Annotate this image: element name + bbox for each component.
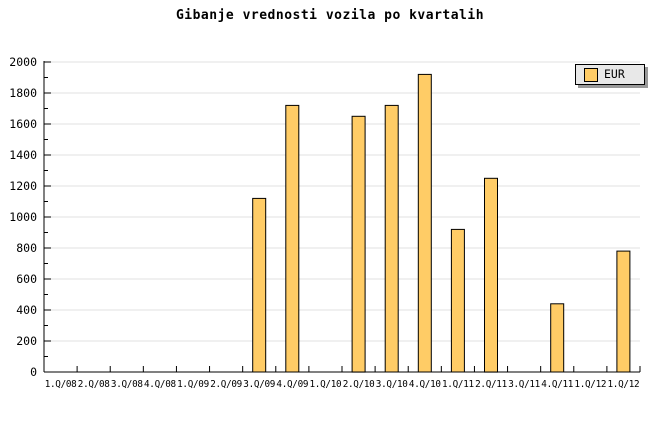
bar-2.Q/10 xyxy=(351,115,366,373)
x-tick-label: 2.Q/08 xyxy=(78,379,110,390)
legend: EUR xyxy=(575,64,645,85)
x-tick-label: 1.Q/10 xyxy=(310,379,342,390)
y-tick-label: 600 xyxy=(16,272,37,286)
y-tick-label: 1000 xyxy=(9,210,37,224)
bar-1.Q/12 xyxy=(616,250,631,373)
x-tick-label: 2.Q/10 xyxy=(343,379,375,390)
x-tick-label: 1.Q/08 xyxy=(45,379,77,390)
bar-3.Q/10 xyxy=(384,104,399,373)
x-tick-label: 1.Q/12 xyxy=(574,379,606,390)
x-tick-label: 4.Q/11 xyxy=(541,379,573,390)
y-tick-label: 1600 xyxy=(9,117,37,131)
bar-4.Q/09 xyxy=(285,104,300,373)
y-tick-label: 0 xyxy=(30,365,37,379)
bar-2.Q/11 xyxy=(484,177,498,373)
bar-3.Q/09 xyxy=(252,197,267,373)
x-tick-label: 1.Q/11 xyxy=(442,379,474,390)
bar-4.Q/10 xyxy=(417,73,432,373)
x-tick-label: 2.Q/11 xyxy=(475,379,507,390)
x-tick-label: 1.Q/09 xyxy=(177,379,209,390)
x-tick-label: 4.Q/10 xyxy=(409,379,441,390)
y-tick-label: 800 xyxy=(16,241,37,255)
y-tick-label: 400 xyxy=(16,303,37,317)
bar-4.Q/11 xyxy=(550,303,565,373)
y-tick-label: 1800 xyxy=(9,86,37,100)
eur-series-swatch-icon xyxy=(584,67,598,82)
x-tick-label: 3.Q/10 xyxy=(376,379,408,390)
legend-series-label: EUR xyxy=(604,66,625,81)
y-tick-label: 2000 xyxy=(9,55,37,69)
x-tick-label: 2.Q/09 xyxy=(210,379,242,390)
y-tick-label: 1200 xyxy=(9,179,37,193)
x-tick-label: 4.Q/08 xyxy=(144,379,176,390)
bar-1.Q/11 xyxy=(450,228,465,373)
y-tick-label: 1400 xyxy=(9,148,37,162)
x-tick-label: 1.Q/12 xyxy=(608,379,640,390)
x-tick-label: 3.Q/11 xyxy=(508,379,540,390)
chart-title: Gibanje vrednosti vozila po kvartalih xyxy=(175,8,485,23)
x-tick-label: 3.Q/09 xyxy=(243,379,275,390)
y-tick-label: 200 xyxy=(16,334,37,348)
x-tick-label: 3.Q/08 xyxy=(111,379,143,390)
x-tick-label: 4.Q/09 xyxy=(276,379,308,390)
